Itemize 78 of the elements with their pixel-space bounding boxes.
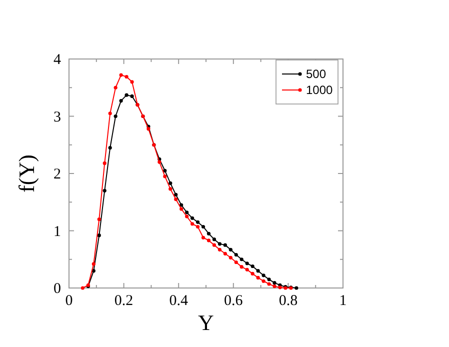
point bbox=[201, 236, 206, 240]
point bbox=[97, 218, 101, 222]
point bbox=[108, 112, 112, 116]
point bbox=[130, 94, 134, 98]
point bbox=[108, 146, 112, 150]
point bbox=[174, 197, 178, 202]
point bbox=[256, 276, 260, 280]
point bbox=[223, 252, 227, 256]
point bbox=[146, 127, 150, 131]
y-tick-label: 3 bbox=[54, 109, 61, 126]
point bbox=[256, 269, 260, 273]
point bbox=[250, 272, 254, 276]
point bbox=[267, 282, 271, 286]
point bbox=[212, 243, 216, 247]
y-tick-label: 2 bbox=[54, 166, 61, 182]
point bbox=[250, 264, 254, 268]
x-tick-label: 0.2 bbox=[114, 293, 134, 309]
legend-label: 1000 bbox=[306, 83, 334, 97]
point bbox=[168, 187, 172, 191]
point bbox=[180, 207, 184, 211]
point bbox=[102, 188, 106, 192]
point bbox=[196, 224, 200, 229]
point bbox=[92, 262, 96, 266]
point bbox=[190, 222, 194, 226]
x-axis-title: Y bbox=[198, 310, 214, 335]
point bbox=[190, 216, 194, 220]
point bbox=[262, 279, 266, 283]
point bbox=[196, 220, 200, 224]
point bbox=[234, 260, 238, 264]
y-tick-label: 0 bbox=[54, 281, 61, 297]
point bbox=[278, 286, 282, 290]
point bbox=[114, 114, 118, 118]
y-axis-title: f(Y) bbox=[14, 154, 39, 192]
x-tick-label: 0.4 bbox=[169, 293, 188, 309]
point bbox=[102, 161, 106, 165]
point bbox=[218, 242, 222, 246]
point bbox=[119, 73, 123, 77]
point bbox=[201, 224, 206, 229]
point bbox=[163, 168, 167, 172]
point bbox=[245, 268, 249, 272]
y-tick-label: 4 bbox=[54, 52, 62, 68]
point bbox=[119, 98, 123, 103]
x-tick-label: 0.6 bbox=[224, 293, 244, 309]
point bbox=[223, 243, 227, 247]
point bbox=[97, 234, 101, 238]
point bbox=[267, 278, 271, 282]
point bbox=[272, 281, 276, 285]
x-tick-label: 0 bbox=[65, 293, 73, 309]
x-tick-label: 1 bbox=[339, 293, 347, 309]
point bbox=[185, 210, 189, 214]
point bbox=[158, 160, 162, 164]
point bbox=[114, 86, 118, 90]
point bbox=[130, 80, 134, 84]
point bbox=[234, 252, 238, 257]
point bbox=[240, 265, 244, 269]
y-tick-label: 1 bbox=[54, 224, 61, 240]
point bbox=[124, 74, 128, 79]
point bbox=[80, 286, 84, 290]
point bbox=[212, 238, 216, 242]
point bbox=[168, 181, 172, 186]
point bbox=[124, 93, 128, 97]
point bbox=[163, 174, 167, 178]
point bbox=[92, 269, 96, 273]
point bbox=[206, 238, 211, 242]
x-tick-label: 0.8 bbox=[278, 293, 298, 309]
point bbox=[262, 274, 266, 278]
point bbox=[180, 203, 184, 207]
point bbox=[228, 248, 232, 252]
point bbox=[206, 232, 211, 236]
point bbox=[228, 256, 232, 260]
legend-label: 500 bbox=[306, 67, 326, 81]
point bbox=[185, 214, 189, 218]
point bbox=[240, 258, 244, 262]
point bbox=[245, 262, 249, 266]
point bbox=[272, 284, 276, 288]
point bbox=[294, 286, 298, 290]
point bbox=[174, 192, 178, 196]
point bbox=[218, 248, 222, 252]
